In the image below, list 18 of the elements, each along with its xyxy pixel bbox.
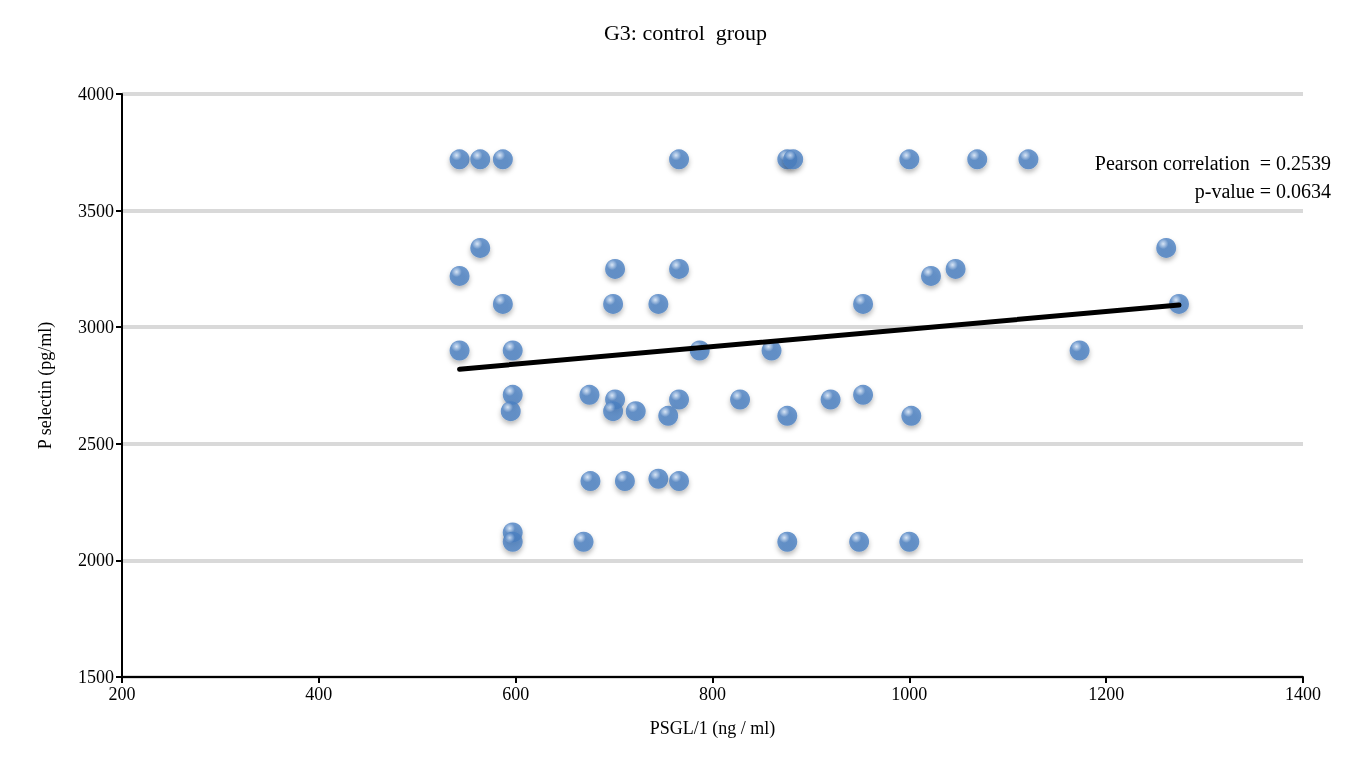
y-axis-title: P selectin (pg/ml) xyxy=(35,321,56,450)
y-tick-label: 1500 xyxy=(78,667,114,687)
x-tick-label: 1400 xyxy=(1285,684,1321,704)
x-tick-label: 1000 xyxy=(891,684,928,704)
x-tick-label: 600 xyxy=(502,684,530,704)
y-tick-label: 3500 xyxy=(78,200,114,221)
x-tick-label: 1200 xyxy=(1088,684,1125,704)
x-axis-title: PSGL/1 (ng / ml) xyxy=(649,718,776,739)
annotation: p-value = 0.0634 xyxy=(1194,180,1331,203)
y-tick-label: 2000 xyxy=(78,550,114,571)
x-tick-label: 400 xyxy=(305,684,333,704)
x-tick-label: 200 xyxy=(108,684,136,704)
y-tick-label: 4000 xyxy=(78,84,114,104)
chart-title: G3: control group xyxy=(603,19,768,45)
annotation: Pearson correlation = 0.2539 xyxy=(1094,152,1331,174)
y-tick-label: 2500 xyxy=(78,433,114,454)
y-tick-label: 3000 xyxy=(78,317,114,338)
x-tick-label: 800 xyxy=(699,684,726,704)
